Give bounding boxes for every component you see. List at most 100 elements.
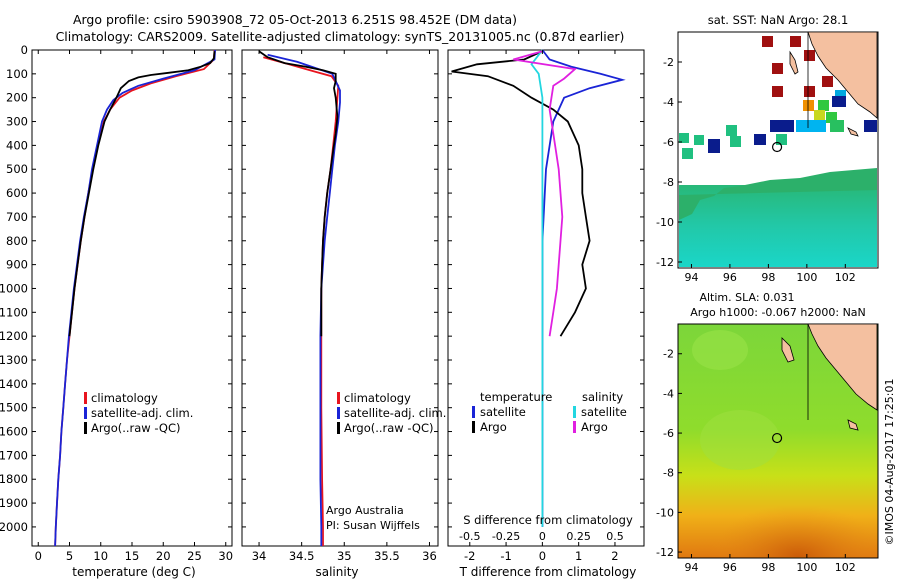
y-tick-label: 2000 bbox=[0, 520, 28, 534]
y-tick-label: 100 bbox=[6, 67, 28, 81]
salinity-annotation-line1: Argo Australia bbox=[326, 504, 404, 517]
y-tick-label: 200 bbox=[6, 91, 28, 105]
legend-swatch-climatology bbox=[84, 392, 87, 404]
title-line2: Climatology: CARS2009. Satellite-adjuste… bbox=[56, 29, 625, 44]
sumatra-coastline bbox=[807, 31, 878, 119]
x-tick-label: 34.5 bbox=[289, 549, 315, 563]
map-x-tick-label: 96 bbox=[723, 271, 737, 284]
sst-pixel bbox=[832, 96, 846, 107]
series-line-argo bbox=[258, 50, 339, 337]
temperature-axes-frame bbox=[31, 49, 233, 547]
legend-s-argo-label: Argo bbox=[581, 420, 608, 434]
argo-location-marker bbox=[771, 432, 783, 444]
sst-pixel bbox=[772, 63, 783, 74]
sst-pixel bbox=[814, 110, 825, 121]
sst-pixel bbox=[803, 100, 814, 111]
series-line-satellite bbox=[267, 53, 341, 546]
sst-pixel bbox=[826, 112, 837, 123]
sst-pixels bbox=[679, 36, 877, 159]
sst-pixel bbox=[864, 120, 877, 132]
y-tick-label: 1900 bbox=[0, 496, 28, 510]
legend-swatch-s-satellite bbox=[573, 406, 576, 418]
legend-t-argo-label: Argo bbox=[480, 420, 507, 434]
salinity-panel: 34 34.5 35 35.5 36 climatology satellite-adj… bbox=[241, 49, 446, 579]
sst-map-title: sat. SST: NaN Argo: 28.1 bbox=[708, 13, 849, 27]
y-tick-label: 1700 bbox=[0, 448, 28, 462]
sst-pixel bbox=[762, 36, 773, 47]
map-x-tick-label: 98 bbox=[761, 271, 775, 284]
x-tick-label: 1 bbox=[575, 549, 582, 563]
sst-pixel bbox=[772, 86, 783, 97]
sla-map-title-line2: Argo h1000: -0.067 h2000: NaN bbox=[690, 306, 866, 319]
x-tick-label: 2 bbox=[611, 549, 618, 563]
map-y-tick-label: -6 bbox=[663, 427, 674, 440]
y-tick-label: 0 bbox=[21, 43, 28, 57]
x-tick-label: 30 bbox=[218, 549, 233, 563]
map-y-tick-label: -6 bbox=[663, 136, 674, 149]
y-tick-label: 700 bbox=[6, 210, 28, 224]
map-y-tick-label: -8 bbox=[663, 467, 674, 480]
sst-pixel bbox=[730, 136, 741, 147]
x-tick-label: 0 bbox=[35, 549, 42, 563]
map-y-tick-label: -4 bbox=[663, 96, 674, 109]
legend-t-satellite-label: satellite bbox=[480, 405, 526, 419]
salinity-axes-frame bbox=[241, 49, 439, 547]
map-x-tick-label: 100 bbox=[796, 561, 817, 574]
y-tick-label: 900 bbox=[6, 258, 28, 272]
sst-pixel bbox=[830, 120, 844, 132]
legend-swatch-s-argo bbox=[573, 421, 576, 433]
map-x-tick-label: 94 bbox=[684, 561, 698, 574]
y-tick-label: 600 bbox=[6, 186, 28, 200]
legend-swatch-argo bbox=[337, 422, 340, 434]
sst-map: sat. SST: NaN Argo: 28.1 bbox=[656, 13, 879, 284]
map-x-tick-label: 100 bbox=[796, 271, 817, 284]
sla-light-patch bbox=[692, 330, 748, 370]
sst-field bbox=[679, 185, 877, 267]
island bbox=[781, 337, 795, 363]
sst-pixel bbox=[835, 90, 846, 101]
sst-pixel bbox=[682, 148, 693, 159]
sst-pixel bbox=[790, 36, 801, 47]
x-tick-label: 20 bbox=[156, 549, 171, 563]
y-tick-label: 400 bbox=[6, 138, 28, 152]
legend-satellite-label: satellite-adj. clim. bbox=[344, 406, 446, 420]
island bbox=[789, 50, 799, 75]
legend-argo-label: Argo(..raw -QC) bbox=[344, 421, 434, 435]
sst-pixel bbox=[726, 125, 737, 136]
sst-pixel bbox=[804, 86, 815, 97]
legend-climatology-label: climatology bbox=[344, 391, 411, 405]
island bbox=[847, 127, 859, 137]
legend-swatch-t-satellite bbox=[472, 406, 475, 418]
legend-swatch-argo bbox=[84, 422, 87, 434]
salinity-xlabel: salinity bbox=[315, 565, 358, 579]
title-line1: Argo profile: csiro 5903908_72 05-Oct-20… bbox=[73, 12, 517, 27]
legend-swatch-t-argo bbox=[472, 421, 475, 433]
x-tick-label: 36 bbox=[422, 549, 437, 563]
map-x-tick-label: 102 bbox=[835, 561, 856, 574]
difference-legend: temperature salinity satellite Argo sate… bbox=[472, 390, 627, 434]
sla-map: Altim. SLA: 0.031 Argo h1000: -0.067 h20… bbox=[656, 291, 879, 574]
map-x-tick-label: 96 bbox=[723, 561, 737, 574]
map-y-tick-label: -10 bbox=[656, 216, 674, 229]
difference-axes-frame bbox=[447, 49, 645, 547]
sst-pixel bbox=[754, 134, 766, 145]
map-x-tick-label: 98 bbox=[761, 561, 775, 574]
sst-pixel bbox=[776, 134, 787, 145]
map-y-tick-label: -10 bbox=[656, 506, 674, 519]
legend-swatch-climatology bbox=[337, 392, 340, 404]
series-line-argo bbox=[68, 51, 216, 337]
sst-field-edge bbox=[679, 168, 877, 220]
x-tick-label: 35 bbox=[337, 549, 352, 563]
series-line-t-argo bbox=[451, 50, 591, 337]
sst-pixel bbox=[770, 120, 794, 132]
s-tick-label: 0 bbox=[539, 530, 546, 543]
y-tick-label: 1300 bbox=[0, 353, 28, 367]
map-y-tick-label: -4 bbox=[663, 387, 674, 400]
salinity-legend: climatology satellite-adj. clim. Argo(..… bbox=[337, 391, 446, 435]
temperature-legend: climatology satellite-adj. clim. Argo(..… bbox=[84, 391, 193, 435]
y-tick-label: 1500 bbox=[0, 401, 28, 415]
s-tick-label: 0.5 bbox=[606, 530, 624, 543]
legend-salinity-heading: salinity bbox=[582, 390, 623, 404]
y-tick-label: 1400 bbox=[0, 377, 28, 391]
sla-map-title-line1: Altim. SLA: 0.031 bbox=[699, 291, 794, 304]
